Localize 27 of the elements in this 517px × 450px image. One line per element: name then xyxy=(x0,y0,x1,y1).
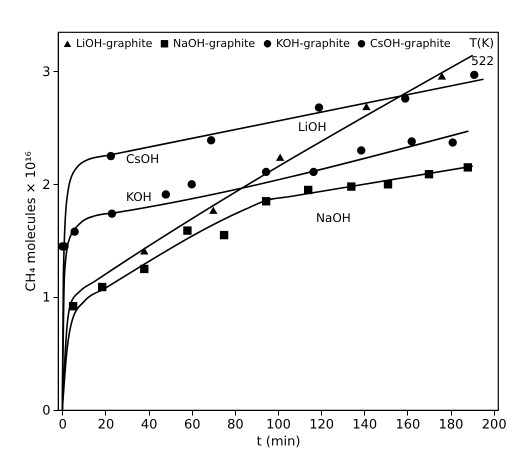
x-tick-label: 20 xyxy=(98,418,114,432)
annotation: KOH xyxy=(126,190,152,204)
x-tick-label: 120 xyxy=(309,418,334,432)
legend-label: KOH-graphite xyxy=(276,36,350,50)
x-tick-label: 80 xyxy=(227,418,244,432)
y-tick-label: 3 xyxy=(42,64,50,80)
annotation: CsOH xyxy=(126,152,160,166)
legend-label: CsOH-graphite xyxy=(370,36,451,50)
x-tick-label: 40 xyxy=(140,418,158,432)
x-tick-label: 100 xyxy=(266,418,291,432)
x-tick-label: 200 xyxy=(482,418,507,432)
x-tick-label: 60 xyxy=(184,418,200,432)
y-tick-label: 1 xyxy=(42,290,50,306)
y-tick-label: 0 xyxy=(42,404,50,418)
y-tick-label: 2 xyxy=(42,178,50,193)
x-tick-label: 160 xyxy=(396,418,420,432)
annotation: 522 xyxy=(471,54,494,68)
annotation: T(K) xyxy=(468,36,494,50)
legend-label: NaOH-graphite xyxy=(173,36,256,50)
annotation: LiOH xyxy=(298,120,326,134)
x-tick-label: 180 xyxy=(438,418,464,432)
x-axis-title: t (min) xyxy=(256,434,300,450)
legend-label: LiOH-graphite xyxy=(76,36,153,50)
x-tick-label: 0 xyxy=(58,418,67,432)
annotation: NaOH xyxy=(316,211,351,225)
x-tick-label: 140 xyxy=(352,418,378,432)
y-axis-title: CH₄ molecules × 10¹⁶ xyxy=(24,151,40,292)
